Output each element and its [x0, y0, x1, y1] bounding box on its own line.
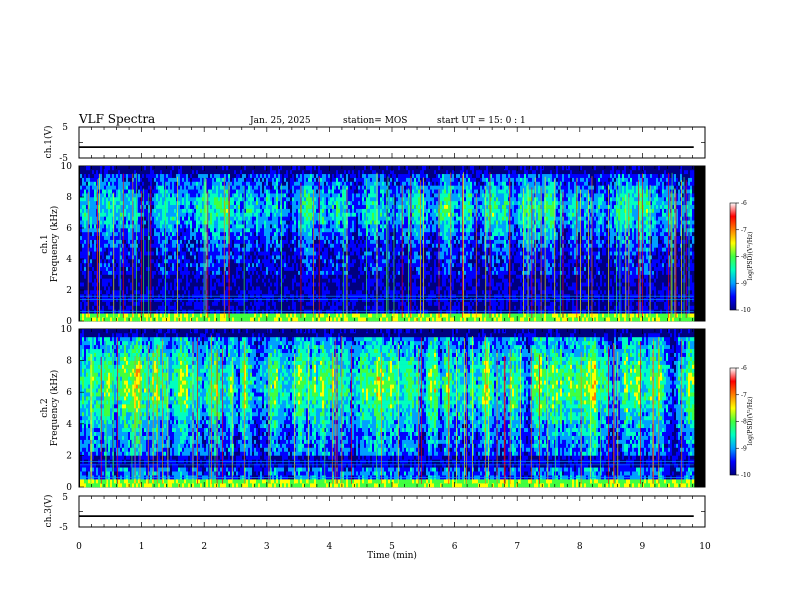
time-tick-label: 0: [76, 542, 82, 552]
ch1-ytick-top: 5: [62, 123, 68, 133]
frequency-tick-label: 0: [66, 483, 72, 493]
ch2-colorbar: [730, 368, 736, 475]
frequency-tick-label: 8: [66, 357, 72, 367]
colorbar-tick-label: -10: [741, 307, 751, 314]
ch3-ytick-bottom: -5: [59, 523, 68, 533]
colorbar-tick-label: -6: [741, 365, 747, 372]
frequency-tick-label: 4: [66, 420, 72, 430]
time-tick-label: 1: [139, 542, 145, 552]
frequency-tick-label: 2: [66, 286, 72, 296]
colorbar-tick-label: -6: [741, 200, 747, 207]
start-time-label: start UT = 15: 0 : 1: [437, 116, 526, 126]
ch2-spec-ylabel-channel: ch.2: [40, 398, 50, 417]
date-label: Jan. 25, 2025: [249, 116, 311, 126]
ch3-voltage-ylabel: ch.3(V): [43, 495, 54, 528]
time-tick-label: 8: [577, 542, 583, 552]
frequency-tick-label: 4: [66, 255, 72, 265]
ch1-spec-ylabel-frequency: Frequency (kHz): [49, 206, 60, 283]
ch2-spectrogram-image: [80, 329, 694, 487]
figure-title: VLF Spectra: [78, 112, 155, 126]
frequency-tick-label: 10: [61, 325, 73, 335]
ch1-colorbar-label: log(PSD)(V²/Hz): [747, 232, 754, 281]
time-tick-label: 2: [201, 542, 207, 552]
frequency-tick-label: 6: [66, 224, 72, 234]
frequency-tick-label: 10: [61, 162, 73, 172]
ch1-voltage-ylabel: ch.1(V): [43, 126, 54, 159]
time-tick-label: 9: [640, 542, 646, 552]
ch1-colorbar: [730, 203, 736, 310]
time-tick-label: 7: [514, 542, 520, 552]
time-tick-label: 10: [699, 542, 711, 552]
frequency-tick-label: 8: [66, 193, 72, 203]
ch1-spectrogram-image: [80, 166, 694, 321]
ch1-spec-ylabel-channel: ch.1: [40, 234, 50, 253]
colorbar-tick-label: -10: [741, 472, 751, 479]
time-tick-label: 4: [327, 542, 333, 552]
ch2-colorbar-label: log(PSD)(V²/Hz): [747, 397, 754, 446]
x-axis-label: Time (min): [367, 550, 417, 561]
ch2-spec-ylabel-frequency: Frequency (kHz): [49, 370, 60, 447]
frequency-tick-label: 6: [66, 388, 72, 398]
station-label: station= MOS: [343, 116, 407, 126]
ch3-ytick-top: 5: [62, 493, 68, 503]
frequency-tick-label: 2: [66, 451, 72, 461]
time-tick-label: 6: [452, 542, 458, 552]
time-tick-label: 3: [264, 542, 270, 552]
vlf-figure: VLF Spectra Jan. 25, 2025 station= MOS s…: [0, 0, 792, 612]
